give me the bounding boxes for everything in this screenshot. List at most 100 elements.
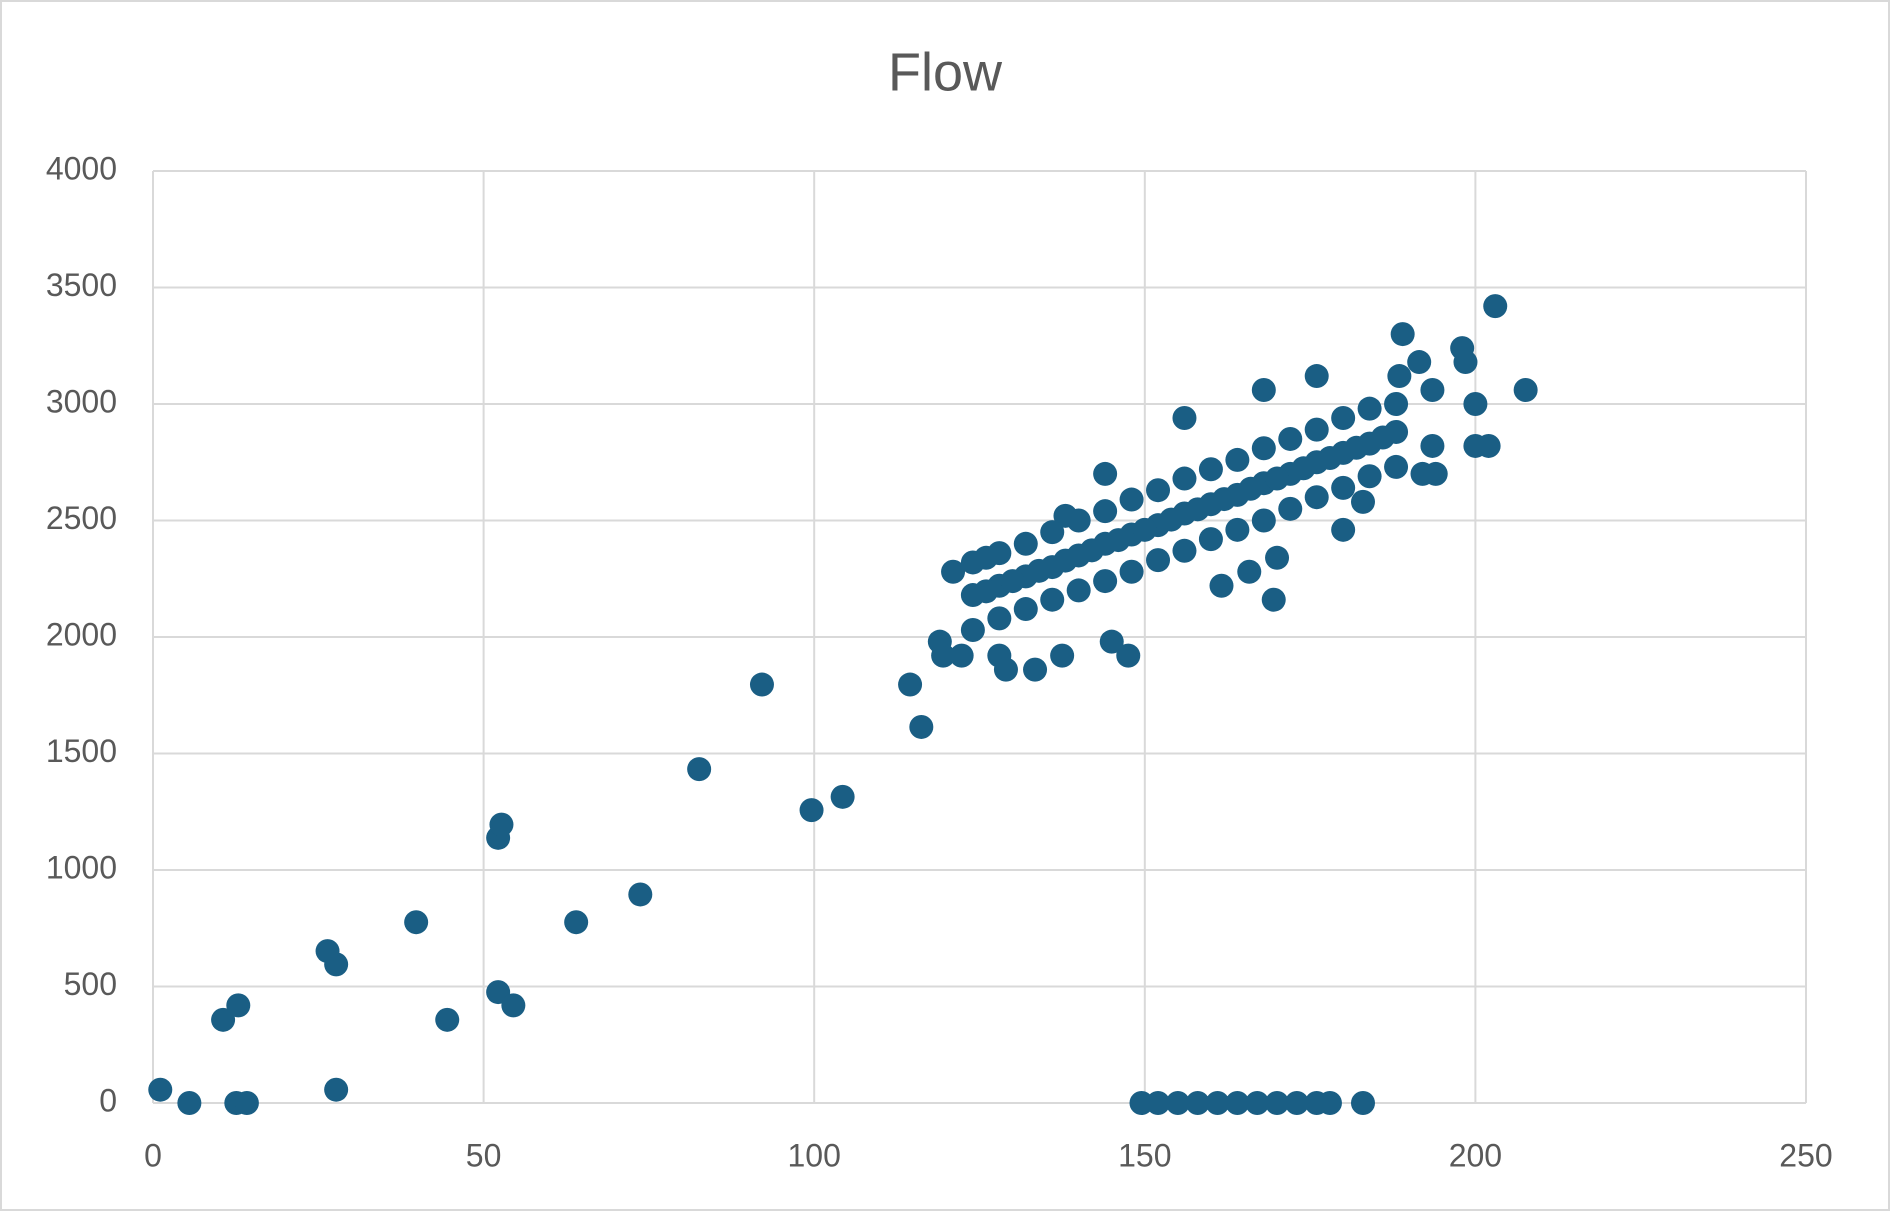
point xyxy=(1212,487,1237,512)
point xyxy=(1225,517,1250,542)
point xyxy=(1265,466,1290,491)
point xyxy=(949,643,974,668)
point xyxy=(1384,454,1409,479)
y-tick-label: 4000 xyxy=(46,150,117,186)
point xyxy=(1387,364,1412,389)
point xyxy=(1000,569,1025,594)
y-tick-label: 500 xyxy=(64,966,117,1002)
point xyxy=(1159,507,1184,532)
point xyxy=(1331,405,1356,430)
point xyxy=(1132,517,1157,542)
point xyxy=(211,1007,236,1032)
point xyxy=(1116,643,1141,668)
point xyxy=(1284,1091,1309,1115)
point xyxy=(1251,436,1276,461)
point xyxy=(1304,417,1329,442)
point xyxy=(1119,487,1144,512)
point xyxy=(687,757,712,782)
point xyxy=(1050,643,1075,668)
point xyxy=(1209,573,1234,598)
point xyxy=(1146,1091,1171,1115)
point xyxy=(1225,447,1250,472)
point xyxy=(1093,569,1118,594)
y-tick-label: 2500 xyxy=(46,500,117,536)
point xyxy=(799,798,824,823)
point xyxy=(1237,559,1262,584)
point xyxy=(1066,578,1091,603)
y-tick-label: 1500 xyxy=(46,733,117,769)
point xyxy=(1261,587,1286,612)
x-tick-label: 100 xyxy=(788,1137,841,1173)
point xyxy=(489,812,514,837)
point xyxy=(1350,489,1375,514)
point xyxy=(1476,433,1501,458)
point xyxy=(974,579,999,604)
point xyxy=(1251,378,1276,403)
point xyxy=(1093,461,1118,486)
point xyxy=(1390,322,1415,347)
point xyxy=(987,541,1012,566)
point xyxy=(941,559,966,584)
point xyxy=(1027,558,1052,583)
point xyxy=(1040,520,1065,545)
point xyxy=(1172,405,1197,430)
point xyxy=(960,618,985,643)
x-tick-label: 150 xyxy=(1118,1137,1171,1173)
point xyxy=(1463,392,1488,416)
y-tick-label: 2000 xyxy=(46,616,117,652)
point xyxy=(1357,396,1382,421)
point xyxy=(931,643,956,668)
point xyxy=(1238,476,1263,501)
point xyxy=(1129,1091,1154,1115)
point xyxy=(1251,508,1276,533)
point xyxy=(1407,350,1432,375)
point xyxy=(1384,392,1409,416)
point xyxy=(1198,457,1223,482)
point xyxy=(404,910,429,935)
point xyxy=(1265,545,1290,570)
point xyxy=(1093,499,1118,524)
point xyxy=(148,1077,173,1102)
y-tick-label: 3000 xyxy=(46,383,117,419)
point xyxy=(1185,497,1210,522)
point xyxy=(1317,446,1342,471)
point xyxy=(1053,548,1078,573)
point xyxy=(1513,378,1538,403)
y-tick-label: 0 xyxy=(99,1082,117,1118)
point xyxy=(226,993,251,1018)
point xyxy=(1420,433,1445,458)
point xyxy=(234,1091,259,1115)
point xyxy=(1079,538,1104,563)
x-tick-label: 200 xyxy=(1449,1137,1502,1173)
point xyxy=(1317,1091,1342,1115)
point xyxy=(177,1091,202,1115)
x-tick-label: 50 xyxy=(466,1137,502,1173)
point xyxy=(1420,378,1445,403)
point xyxy=(1331,475,1356,500)
point xyxy=(324,952,349,977)
point xyxy=(1483,294,1508,319)
point xyxy=(1165,1091,1190,1115)
point xyxy=(1278,426,1303,451)
point xyxy=(1225,1091,1250,1115)
point xyxy=(1370,425,1395,450)
point xyxy=(1146,548,1171,573)
point xyxy=(1023,657,1048,682)
point xyxy=(909,714,934,739)
x-tick-label: 0 xyxy=(144,1137,162,1173)
point xyxy=(1304,364,1329,389)
point xyxy=(1350,1091,1375,1115)
point xyxy=(1185,1091,1210,1115)
point xyxy=(898,672,923,697)
point xyxy=(1172,538,1197,563)
point xyxy=(1265,1091,1290,1115)
point xyxy=(993,657,1018,682)
x-tick-label: 250 xyxy=(1779,1137,1832,1173)
point xyxy=(1198,527,1223,552)
point xyxy=(749,672,774,697)
point xyxy=(1119,559,1144,584)
point xyxy=(1099,629,1124,654)
point xyxy=(987,606,1012,631)
point xyxy=(1357,464,1382,489)
